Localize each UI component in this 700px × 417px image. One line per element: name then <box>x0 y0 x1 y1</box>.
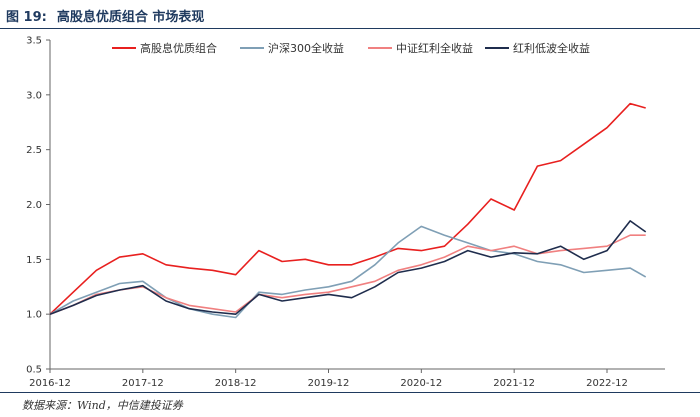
x-tick-label: 2020-12 <box>400 378 442 389</box>
y-tick-label: 0.5 <box>26 365 42 376</box>
legend-label: 沪深300全收益 <box>268 41 344 55</box>
line-chart: 0.5 1.0 1.5 2.0 2.5 3.0 3.5 2016-12 2017-12 2018-… <box>26 36 665 389</box>
title-rule <box>0 28 700 29</box>
figure-caption: 高股息优质组合 市场表现 <box>56 10 205 25</box>
series-line <box>49 225 647 319</box>
y-tick-label: 3.5 <box>26 36 42 47</box>
chart-series <box>49 102 647 319</box>
y-tick-label: 1.0 <box>26 310 42 321</box>
legend-label: 红利低波全收益 <box>513 41 590 55</box>
chart-legend: 高股息优质组合 沪深300全收益 中证红利全收益 红利低波全收益 <box>112 41 590 55</box>
x-tick-label: 2019-12 <box>308 378 350 389</box>
x-tick-label: 2018-12 <box>215 378 257 389</box>
y-tick-label: 2.5 <box>26 145 42 156</box>
x-tick-label: 2017-12 <box>122 378 164 389</box>
chart-axes: 0.5 1.0 1.5 2.0 2.5 3.0 3.5 2016-12 2017-12 2018-… <box>26 36 665 389</box>
y-tick-label: 1.5 <box>26 255 42 266</box>
x-tick-label: 2022-12 <box>586 378 628 389</box>
legend-label: 高股息优质组合 <box>140 41 217 55</box>
series-line <box>49 220 647 316</box>
x-tick-label: 2016-12 <box>29 378 71 389</box>
series-line <box>49 102 646 315</box>
figure-number: 图 19: <box>6 10 47 25</box>
source-note: 数据来源：Wind，中信建投证券 <box>22 399 183 412</box>
y-tick-label: 2.0 <box>26 200 42 211</box>
x-tick-label: 2021-12 <box>493 378 535 389</box>
y-tick-label: 3.0 <box>26 90 42 101</box>
source-rule <box>0 392 700 393</box>
figure-title: 图 19: 高股息优质组合 市场表现 <box>6 6 214 25</box>
legend-label: 中证红利全收益 <box>396 41 473 55</box>
